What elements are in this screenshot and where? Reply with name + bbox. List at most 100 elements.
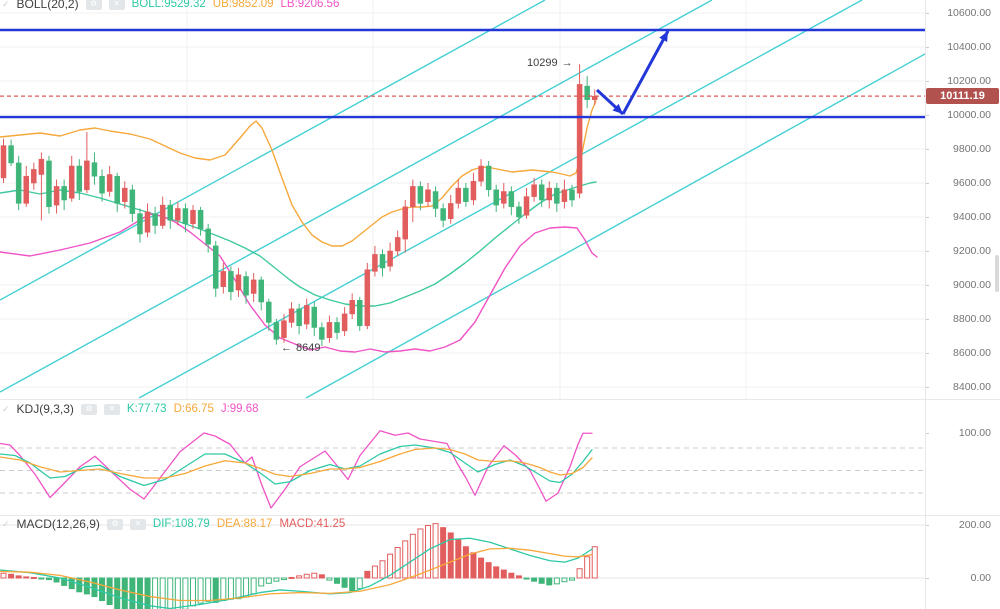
macd-histogram-bar	[53, 577, 60, 583]
axis-tick-mark	[925, 115, 929, 116]
trend-channel-line	[138, 0, 863, 399]
high-price-label: 10299	[527, 57, 558, 69]
macd-histogram-bar	[303, 573, 310, 579]
price-axis-label: 9800.00	[953, 143, 991, 155]
macd-histogram-bar	[371, 565, 378, 579]
indicator-row-kdj: ✓ KDJ(9,3,3) ⚙ ✕ K:77.73 D:66.75 J:99.68	[2, 402, 259, 416]
macd-histogram-bar	[258, 577, 265, 587]
macd-histogram-bar	[91, 577, 98, 598]
pane-separator	[0, 515, 1000, 516]
macd-histogram-bar	[15, 575, 22, 579]
kdj-pane-canvas[interactable]	[0, 400, 925, 515]
macd-histogram-bar	[121, 577, 128, 609]
macd-histogram-bar	[159, 577, 166, 609]
candle-body	[341, 313, 348, 332]
candle-body	[546, 187, 553, 201]
macd-histogram-bar	[349, 577, 356, 592]
macd-histogram-bar	[265, 577, 272, 584]
pane-separator	[0, 399, 1000, 400]
main-price-chart-canvas[interactable]	[0, 0, 925, 399]
macd-histogram-bar	[364, 570, 371, 579]
indicator-name-macd: MACD(12,26,9)	[16, 517, 100, 531]
price-axis-label: 9200.00	[953, 245, 991, 257]
macd-histogram-bar	[500, 569, 507, 579]
high-price-annotation: 10299 →	[527, 57, 573, 69]
macd-histogram-bar	[152, 577, 159, 609]
candle-body	[122, 187, 128, 202]
macd-histogram-bar	[205, 577, 212, 602]
indicator-visibility-icon[interactable]: ✓	[2, 518, 10, 529]
candle-body	[205, 228, 211, 245]
candle-body	[243, 276, 249, 296]
candle-body	[190, 209, 196, 225]
macd-histogram-bar	[569, 577, 575, 581]
macd-histogram-bar	[129, 577, 136, 609]
arrow-left-icon: ←	[281, 342, 292, 354]
macd-histogram-bar	[462, 546, 469, 579]
macd-histogram-bar	[0, 572, 7, 579]
candle-body	[99, 175, 105, 194]
trend-channel-line	[0, 0, 713, 393]
macd-histogram-bar	[432, 523, 439, 579]
indicator-value: D:66.75	[173, 403, 214, 415]
macd-histogram-bar	[243, 577, 250, 598]
candle-body	[523, 196, 530, 216]
boll-upper-band	[0, 100, 597, 247]
axis-tick-mark	[925, 285, 929, 286]
kdj-d-line	[0, 447, 593, 479]
axis-scrollbar-thumb[interactable]	[995, 255, 999, 292]
macd-histogram-bar	[311, 572, 318, 579]
low-price-label: 8649	[296, 342, 321, 354]
indicator-value: DEA:88.17	[216, 518, 273, 530]
macd-histogram-bar	[227, 577, 234, 600]
candle-body	[84, 160, 90, 191]
indicator-value: UB:9852.09	[212, 0, 274, 10]
candle-body	[46, 160, 52, 208]
axis-tick-mark	[925, 149, 929, 150]
candle-body	[326, 322, 333, 338]
candle-body	[303, 305, 310, 325]
candle-body	[538, 184, 545, 201]
macd-histogram-bar	[197, 577, 204, 604]
candle-body	[258, 279, 264, 303]
axis-tick-mark	[925, 13, 929, 14]
indicator-settings-button[interactable]: ⚙	[106, 518, 123, 530]
candle-body	[129, 189, 136, 214]
drawn-arrow-head	[612, 103, 623, 114]
indicator-close-button[interactable]: ✕	[129, 518, 146, 530]
indicator-value: J:99.68	[220, 403, 259, 415]
candle-body	[394, 237, 401, 252]
candle-body	[212, 245, 219, 289]
indicator-close-button[interactable]: ✕	[103, 403, 120, 415]
kdj-axis-label: 100.00	[958, 427, 991, 439]
indicator-visibility-icon[interactable]: ✓	[2, 0, 10, 9]
candle-body	[576, 84, 583, 194]
indicator-close-button[interactable]: ✕	[108, 0, 125, 10]
candle-body	[235, 274, 242, 291]
candle-body	[584, 85, 590, 100]
candle-body	[554, 187, 560, 204]
candle-body	[470, 181, 477, 201]
macd-histogram-bar	[508, 572, 515, 579]
macd-histogram-bar	[447, 532, 454, 579]
macd-pane-canvas[interactable]	[0, 516, 925, 609]
macd-histogram-bar	[30, 576, 37, 579]
candle-body	[91, 162, 98, 177]
indicator-visibility-icon[interactable]: ✓	[2, 403, 10, 414]
macd-histogram-bar	[485, 562, 492, 579]
macd-histogram-bar	[356, 577, 363, 590]
indicator-settings-button[interactable]: ⚙	[80, 403, 97, 415]
macd-histogram-bar	[136, 577, 143, 609]
macd-histogram-bar	[114, 577, 121, 609]
indicator-settings-button[interactable]: ⚙	[85, 0, 102, 10]
macd-histogram-bar	[515, 575, 522, 579]
candle-body	[410, 186, 416, 208]
candle-body	[561, 189, 568, 202]
macd-histogram-bar	[531, 577, 538, 582]
macd-histogram-bar	[273, 577, 280, 582]
candle-body	[349, 300, 355, 315]
macd-histogram-bar	[334, 577, 341, 584]
candle-body	[15, 162, 22, 204]
macd-histogram-bar	[288, 576, 295, 579]
candle-body	[379, 254, 386, 269]
